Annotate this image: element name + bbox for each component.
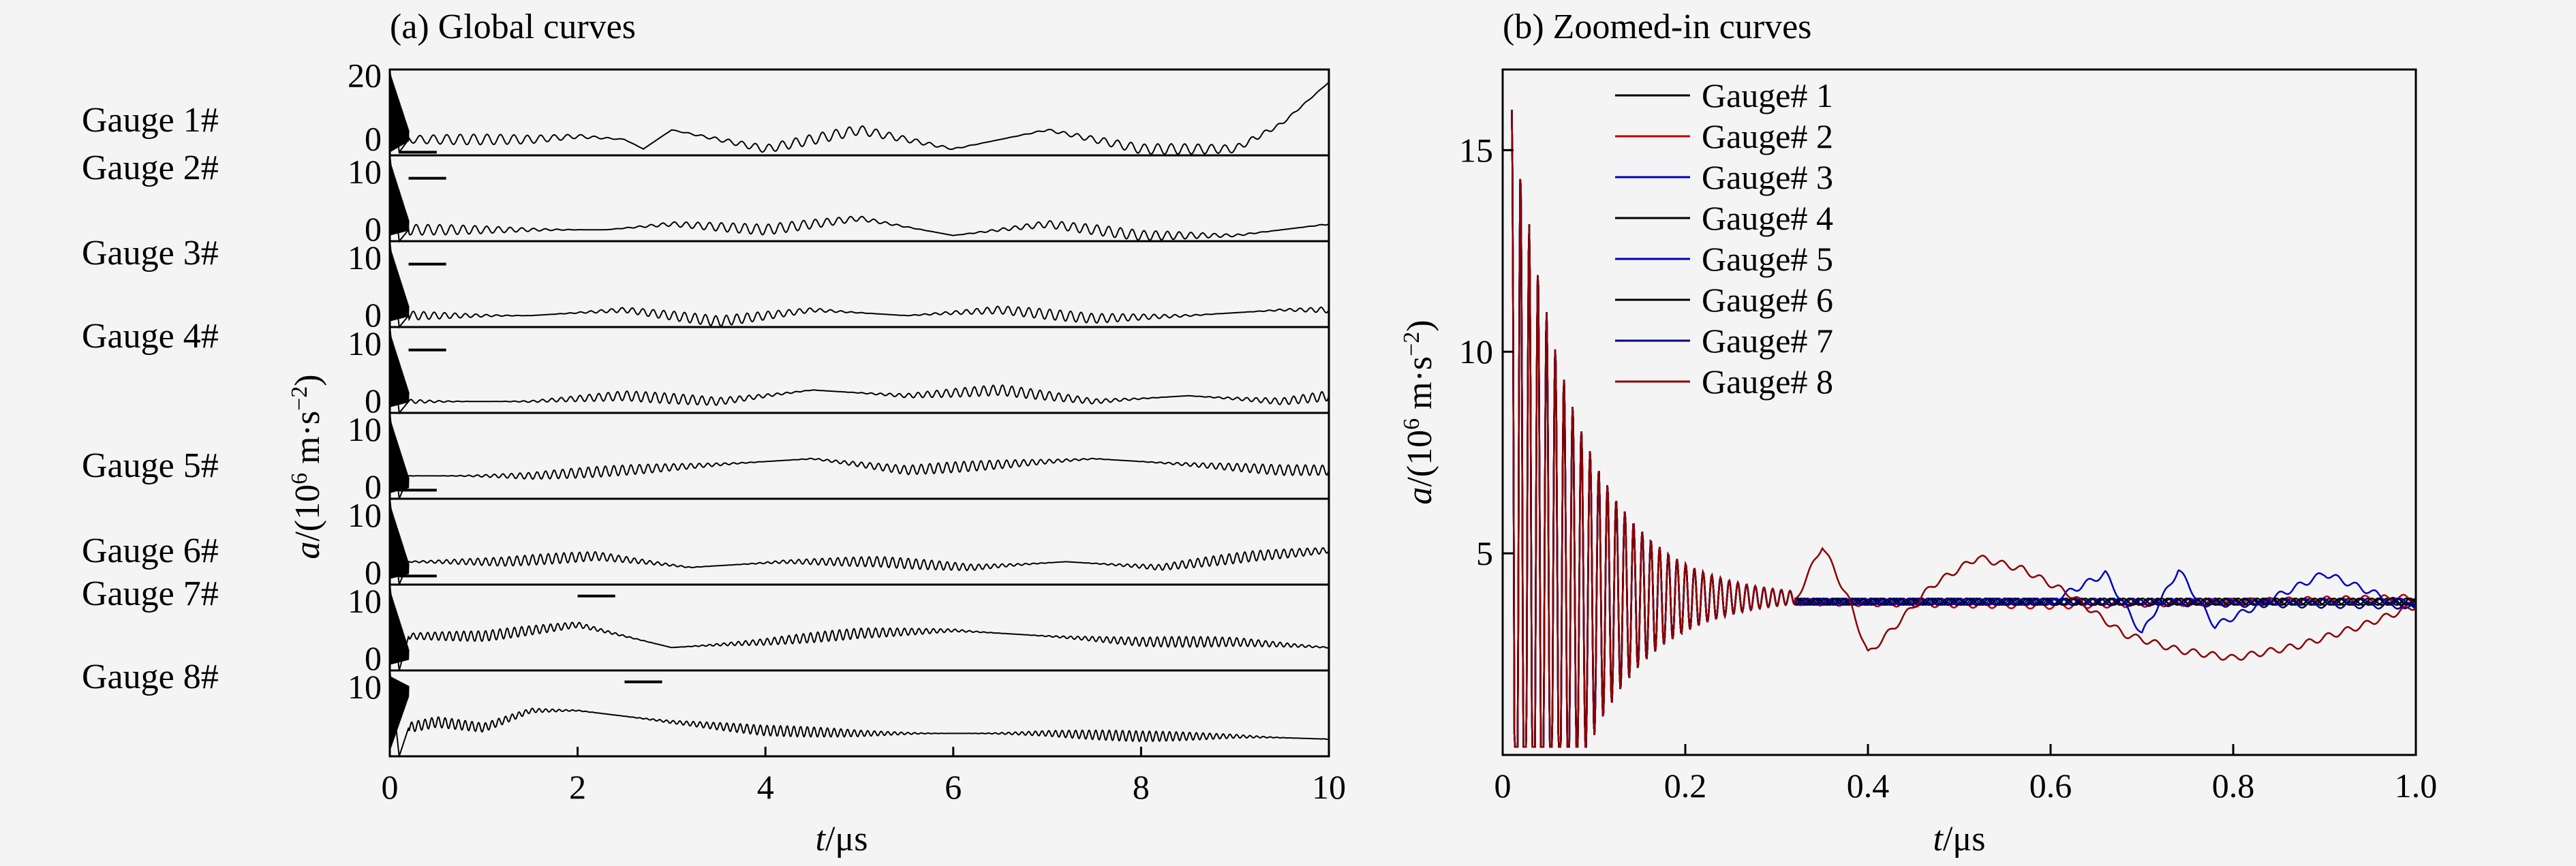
- x-tick-label: 0.4: [1847, 767, 1890, 805]
- gauge-signal-line: [389, 326, 1330, 415]
- legend-entry: Gauge# 3: [1702, 158, 1833, 196]
- gauge-initial-spike: [389, 161, 410, 236]
- x-tick-label: 2: [569, 768, 586, 806]
- panel-b-title: (b) Zoomed-in curves: [1503, 7, 1811, 46]
- subplot-frame: [388, 412, 1330, 500]
- panel-b-y-ticks: 15 10 5: [1459, 131, 1514, 572]
- subplot-frame: [388, 583, 1330, 672]
- y-tick-label: 0: [365, 639, 382, 677]
- subplot-frame: [388, 68, 1330, 157]
- panel-b-x-axis-label: t/μs: [1933, 820, 1985, 859]
- y-tick-label: 5: [1476, 534, 1493, 572]
- x-tick-label: 10: [1312, 768, 1346, 806]
- gauge-row-label: Gauge 2#: [82, 149, 219, 187]
- panel-b-zoomed-curves: (b) Zoomed-in curves 0 0.2 0.4 0.6 0.8 1.0 15…: [1399, 7, 2438, 859]
- x-tick-label: 0.6: [2029, 767, 2072, 805]
- subplot-gauge-4: 10 0 Gauge 4#: [82, 317, 1330, 420]
- subplot-gauge-7: 10 0 Gauge 7#: [82, 574, 1330, 677]
- y-tick-label: 0: [365, 120, 382, 158]
- gauge-row-label: Gauge 6#: [82, 531, 219, 570]
- gauge-row-label: Gauge 4#: [82, 317, 219, 356]
- gauge-signal-line: [389, 584, 1330, 671]
- x-tick-label: 0: [1494, 767, 1512, 805]
- panel-a-y-axis-label: a/(106 m·s−2): [287, 374, 328, 559]
- subplot-gauge-3: 10 0 Gauge 3#: [82, 234, 1330, 334]
- panel-b-plot-frame: [1501, 68, 2417, 756]
- panel-a-x-ticks: 0 2 4 6 8 10: [382, 747, 1346, 806]
- y-tick-label: 10: [348, 496, 382, 534]
- subplot-frame: [388, 669, 1330, 758]
- y-tick-label: 10: [348, 410, 382, 448]
- gauge-row-label: Gauge 5#: [82, 446, 219, 485]
- legend-entry: Gauge# 8: [1702, 362, 1833, 401]
- gauge-initial-spike: [389, 418, 410, 493]
- gauge-signal-line: [389, 412, 1330, 499]
- subplot-frame: [388, 240, 1330, 328]
- y-tick-label: 10: [348, 238, 382, 277]
- y-tick-label: 0: [365, 296, 382, 334]
- x-tick-label: 0: [382, 768, 399, 806]
- subplot-gauge-8: 10 Gauge 8#: [82, 658, 1330, 758]
- x-tick-label: 6: [945, 768, 962, 806]
- panel-a-title: (a) Global curves: [390, 7, 636, 46]
- subplot-frame: [388, 154, 1330, 243]
- legend-entry: Gauge# 2: [1702, 117, 1833, 155]
- y-tick-label: 0: [365, 210, 382, 248]
- gauge-row-label: Gauge 1#: [82, 101, 219, 140]
- gauge-row-label: Gauge 7#: [82, 574, 219, 613]
- panel-a-x-axis-label: t/μs: [815, 820, 868, 859]
- subplot-frame: [388, 326, 1330, 414]
- subplot-gauge-1: 20 0 Gauge 1#: [82, 56, 1330, 158]
- legend-entry: Gauge# 4: [1702, 199, 1833, 237]
- gauge-initial-spike: [389, 676, 410, 750]
- subplot-gauge-5: 10 0 Gauge 5#: [82, 410, 1330, 506]
- legend-entry: Gauge# 7: [1702, 322, 1833, 360]
- x-tick-label: 4: [757, 768, 774, 806]
- x-tick-label: 1.0: [2395, 767, 2438, 805]
- gauge-row-label: Gauge 8#: [82, 658, 219, 696]
- y-tick-label: 20: [348, 56, 382, 94]
- subplot-gauge-2: 10 0 Gauge 2#: [82, 149, 1330, 248]
- legend-entry: Gauge# 1: [1702, 76, 1833, 114]
- gauge-signal-line: [389, 241, 1330, 329]
- subplot-frame: [388, 497, 1330, 586]
- y-tick-label: 10: [1459, 333, 1493, 371]
- y-tick-label: 10: [348, 153, 382, 191]
- panel-b-x-ticks: 0 0.2 0.4 0.6 0.8 1.0: [1494, 744, 2438, 805]
- gauge-signal-line: [389, 498, 1330, 585]
- legend-entry: Gauge# 6: [1702, 281, 1833, 319]
- panel-b-series: [1511, 110, 2417, 748]
- legend-entry: Gauge# 5: [1702, 240, 1833, 278]
- panel-b-y-axis-label: a/(106 m·s−2): [1399, 320, 1440, 504]
- gauge-row-label: Gauge 3#: [82, 234, 219, 273]
- gauge-initial-spike: [389, 247, 410, 322]
- gauge-initial-spike: [389, 590, 410, 665]
- gauge-signal-line: [389, 155, 1330, 243]
- series-line-gauge-8: [1511, 110, 2417, 748]
- gauge-initial-spike: [389, 72, 410, 153]
- y-tick-label: 0: [365, 382, 382, 420]
- y-tick-label: 10: [348, 582, 382, 620]
- gauge-initial-spike: [389, 333, 410, 407]
- x-tick-label: 0.2: [1664, 767, 1707, 805]
- gauge-signal-line: [389, 69, 1330, 155]
- subplot-gauge-6: 10 0 Gauge 6#: [82, 496, 1330, 591]
- gauge-signal-line: [389, 670, 1330, 757]
- y-tick-label: 10: [348, 668, 382, 706]
- gauge-initial-spike: [389, 504, 410, 579]
- y-tick-label: 0: [365, 467, 382, 506]
- x-tick-label: 0.8: [2212, 767, 2255, 805]
- y-tick-label: 0: [365, 553, 382, 591]
- y-tick-label: 15: [1459, 131, 1493, 169]
- y-tick-label: 10: [348, 324, 382, 362]
- x-tick-label: 8: [1133, 768, 1150, 806]
